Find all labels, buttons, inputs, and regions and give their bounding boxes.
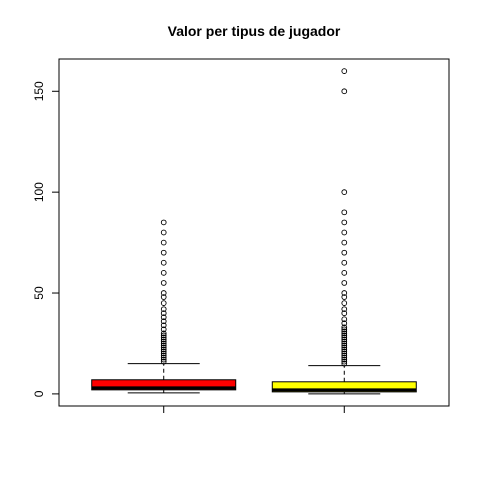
outlier-point xyxy=(160,344,167,351)
outlier-point xyxy=(160,229,167,236)
outlier-point xyxy=(341,219,348,226)
outlier-point xyxy=(341,340,348,347)
outlier-point xyxy=(160,306,167,313)
outlier-point xyxy=(160,294,167,300)
outlier-point xyxy=(160,314,167,321)
outlier-point xyxy=(160,346,167,353)
outlier-point xyxy=(160,350,167,357)
outlier-point xyxy=(341,346,348,353)
outlier-point xyxy=(160,322,167,329)
outlier-point xyxy=(341,324,348,331)
outlier-point xyxy=(160,310,167,317)
outlier-point xyxy=(160,332,167,339)
outlier-point xyxy=(341,229,348,236)
outlier-point xyxy=(341,344,348,351)
outlier-point xyxy=(341,332,348,339)
outlier-point xyxy=(341,348,348,355)
outlier-point xyxy=(160,318,167,325)
outlier-point xyxy=(341,68,348,74)
outlier-point xyxy=(341,358,348,365)
outlier-point xyxy=(341,328,348,335)
iqr-box xyxy=(91,379,237,391)
y-tick-label: 0 xyxy=(32,390,46,397)
outlier-point xyxy=(160,330,167,337)
box-group xyxy=(91,219,237,394)
outlier-point xyxy=(160,300,167,306)
outlier-point xyxy=(160,219,167,226)
outlier-point xyxy=(160,290,167,296)
x-axis xyxy=(163,405,345,413)
outlier-point xyxy=(341,300,348,306)
outlier-point xyxy=(341,88,348,95)
outlier-point xyxy=(160,249,167,256)
outlier-point xyxy=(160,356,167,363)
outlier-point xyxy=(160,326,167,333)
outlier-point xyxy=(160,342,167,349)
outlier-point xyxy=(341,352,348,359)
plot-frame xyxy=(58,58,450,407)
outlier-point xyxy=(341,338,348,345)
outlier-point xyxy=(341,294,348,300)
outlier-point xyxy=(341,269,348,276)
outlier-point xyxy=(341,280,348,286)
outlier-point xyxy=(341,350,348,357)
boxes xyxy=(91,68,417,395)
outlier-point xyxy=(341,360,348,367)
outlier-point xyxy=(160,280,167,286)
outlier-point xyxy=(341,259,348,266)
y-axis: 0 50 100 150 xyxy=(32,81,60,397)
box-group xyxy=(271,68,417,395)
outlier-point xyxy=(160,358,167,365)
outlier-point xyxy=(341,189,348,196)
outlier-point xyxy=(160,334,167,341)
outlier-point xyxy=(160,348,167,355)
outlier-point xyxy=(160,340,167,347)
outlier-point xyxy=(341,316,348,323)
outlier-point xyxy=(341,249,348,256)
outlier-point xyxy=(341,290,348,296)
y-tick-label: 50 xyxy=(32,286,46,300)
outlier-point xyxy=(341,334,348,341)
outlier-point xyxy=(341,326,348,333)
outlier-point xyxy=(341,239,348,246)
outlier-point xyxy=(341,310,348,317)
outlier-point xyxy=(160,336,167,343)
chart-title: Valor per tipus de jugador xyxy=(168,23,341,39)
outlier-point xyxy=(160,239,167,246)
outlier-point xyxy=(160,269,167,276)
outlier-point xyxy=(341,342,348,349)
iqr-box xyxy=(271,381,417,393)
outlier-point xyxy=(341,330,348,337)
outlier-point xyxy=(341,306,348,313)
outlier-point xyxy=(341,354,348,361)
y-tick-label: 150 xyxy=(32,81,46,101)
outlier-point xyxy=(341,320,348,327)
outlier-point xyxy=(160,338,167,345)
outlier-point xyxy=(341,356,348,363)
outlier-point xyxy=(160,352,167,359)
outlier-point xyxy=(160,354,167,361)
outlier-point xyxy=(341,336,348,343)
outlier-point xyxy=(160,259,167,266)
outlier-point xyxy=(341,209,348,216)
y-tick-label: 100 xyxy=(32,182,46,202)
